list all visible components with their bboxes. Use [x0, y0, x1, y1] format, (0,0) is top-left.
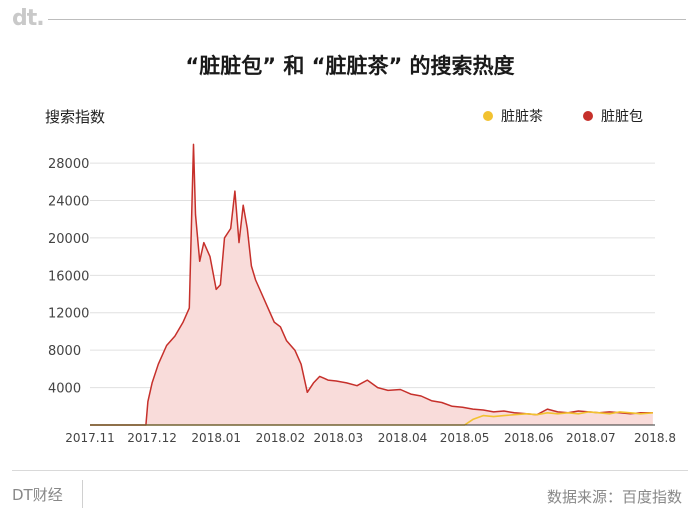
x-tick-label: 2018.01	[191, 431, 241, 445]
legend-dirty-tea-label: 脏脏茶	[501, 109, 543, 125]
y-tick-label: 16000	[48, 269, 89, 284]
series-line-dirty-tea	[90, 411, 653, 426]
y-tick-label: 4000	[48, 382, 81, 397]
x-tick-label: 2018.05	[440, 431, 490, 445]
y-tick-label: 24000	[48, 194, 89, 209]
footer-brand: DT财经	[12, 486, 63, 504]
legend-dirty-tea-marker	[483, 111, 493, 121]
top-divider	[48, 19, 686, 20]
x-tick-label: 2018.06	[504, 431, 554, 445]
footer-source: 数据来源：百度指数	[546, 488, 682, 506]
x-tick-label: 2018.02	[256, 431, 306, 445]
legend-dirty-bun-marker	[583, 111, 593, 121]
x-tick-label: 2017.11	[65, 431, 115, 445]
y-axis-label: 搜索指数	[45, 108, 105, 126]
chart: 搜索指数 4000 8000 12000 16000 20000 24000 28000 201…	[45, 108, 676, 445]
footer-divider	[12, 470, 688, 471]
footer-separator	[82, 480, 83, 508]
brand-logo: dt.	[12, 6, 45, 31]
y-tick-label: 8000	[48, 344, 81, 359]
y-tick-label: 20000	[48, 232, 89, 247]
legend-dirty-bun-label: 脏脏包	[601, 109, 643, 125]
x-tick-label: 2018.8	[634, 431, 676, 445]
y-tick-label: 28000	[48, 157, 89, 172]
x-tick-label: 2018.04	[378, 431, 428, 445]
x-tick-label: 2018.07	[566, 431, 616, 445]
x-tick-label: 2018.03	[314, 431, 364, 445]
top-bar: dt.	[0, 0, 700, 40]
x-tick-label: 2017.12	[127, 431, 177, 445]
chart-title: “脏脏包” 和 “脏脏茶” 的搜索热度	[185, 54, 515, 78]
y-tick-label: 12000	[48, 307, 89, 322]
series-area-dirty-bun	[90, 144, 653, 425]
